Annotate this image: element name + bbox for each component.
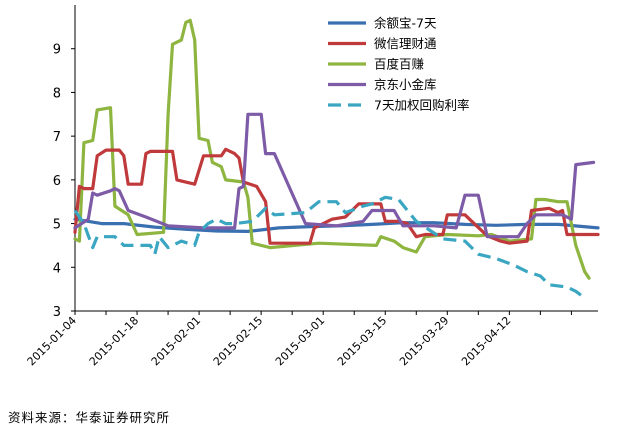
x-tick-label: 2015-03-29 <box>397 314 451 368</box>
y-tick-label: 7 <box>53 130 61 145</box>
source-note: 资料来源：华泰证券研究所 <box>8 410 171 425</box>
x-tick-label: 2015-02-01 <box>149 314 203 368</box>
legend-label: 微信理财通 <box>374 36 437 51</box>
y-tick-label: 8 <box>53 86 61 101</box>
legend-label: 余额宝-7天 <box>374 16 437 31</box>
y-tick-label: 6 <box>53 174 61 189</box>
y-tick-label: 9 <box>53 43 61 58</box>
series-line <box>73 195 586 300</box>
y-tick-label: 4 <box>53 261 61 276</box>
legend-label: 7天加权回购利率 <box>374 98 469 113</box>
x-tick-label: 2015-01-04 <box>25 314 79 368</box>
y-tick-label: 5 <box>53 218 61 233</box>
legend-label: 百度百赚 <box>374 57 424 72</box>
x-tick-label: 2015-04-12 <box>459 314 513 368</box>
series-line <box>73 147 600 245</box>
series-line <box>73 18 591 280</box>
x-tick-label: 2015-01-18 <box>87 314 141 368</box>
series-lines <box>73 18 600 300</box>
x-tick-label: 2015-03-01 <box>273 314 327 368</box>
legend-label: 京东小金库 <box>374 77 437 92</box>
x-tick-label: 2015-03-15 <box>335 314 389 368</box>
x-tick-label: 2015-02-15 <box>211 314 265 368</box>
y-tick-label: 3 <box>53 305 61 320</box>
series-line <box>73 112 596 239</box>
